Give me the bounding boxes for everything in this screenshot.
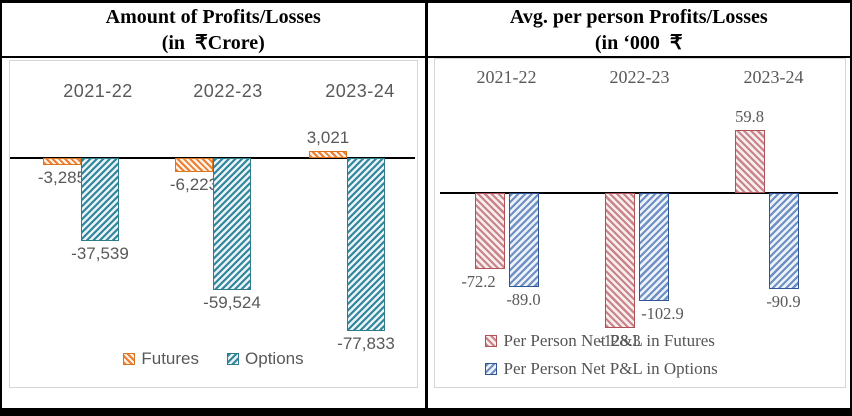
right-chart-title: Avg. per person Profits/Losses (in ‘000 … xyxy=(427,3,850,58)
bar-per-person-net-p-l-in-options-2023-24 xyxy=(768,193,799,289)
value-label-per-person-net-p-l-in-options-2022-23: -102.9 xyxy=(641,304,684,323)
value-label-per-person-net-p-l-in-futures-2023-24: 59.8 xyxy=(735,107,764,126)
bar-per-person-net-p-l-in-futures-2023-24 xyxy=(734,130,765,193)
right-title-line1: Avg. per person Profits/Losses xyxy=(509,5,768,28)
category-label-2023-24: 2023-24 xyxy=(743,67,804,87)
right-title-line2: (in ‘000 ₹ xyxy=(594,31,683,54)
legend-item-per-person-options: Per Person Net P&L in Options xyxy=(484,359,718,379)
value-label-options-2021-22: -37,539 xyxy=(71,244,129,263)
left-title-line1: Amount of Profits/Losses xyxy=(105,5,321,28)
bar-futures-2023-24 xyxy=(309,151,347,158)
futures-swatch-icon xyxy=(123,353,136,365)
value-label-per-person-net-p-l-in-futures-2022-23: -128.3 xyxy=(598,331,641,350)
value-label-per-person-net-p-l-in-futures-2021-22: -72.2 xyxy=(461,272,496,291)
left-chart-plot-area: Futures Options 2021-22 2022-23 2023-24 -3,… xyxy=(9,60,418,388)
bar-options-2023-24 xyxy=(347,158,385,331)
futures-legend-label: Futures xyxy=(141,349,200,368)
per-person-options-legend-label: Per Person Net P&L in Options xyxy=(503,359,718,378)
value-label-futures-2023-24: 3,021 xyxy=(306,128,350,147)
options-swatch-icon xyxy=(484,363,497,375)
right-chart-plot-area: Per Person Net P&L in Futures Per Person… xyxy=(433,58,846,388)
legend-item-options: Options xyxy=(227,349,304,369)
left-chart-title: Amount of Profits/Losses (in ₹Crore) xyxy=(2,3,425,58)
category-label-2022-23: 2022-23 xyxy=(609,67,670,87)
bar-per-person-net-p-l-in-futures-2022-23 xyxy=(604,193,635,328)
category-label-2021-22: 2021-22 xyxy=(63,81,133,101)
right-chart-legend: Per Person Net P&L in Futures Per Person… xyxy=(484,331,718,387)
bar-futures-2021-22 xyxy=(43,158,81,165)
left-chart-legend: Futures Options xyxy=(10,349,417,369)
value-label-options-2023-24: -77,833 xyxy=(337,334,395,353)
bar-per-person-net-p-l-in-options-2022-23 xyxy=(638,193,669,301)
left-title-line2: (in ₹Crore) xyxy=(161,31,265,54)
value-label-per-person-net-p-l-in-options-2021-22: -89.0 xyxy=(506,290,541,309)
legend-item-per-person-futures: Per Person Net P&L in Futures xyxy=(484,331,718,351)
bar-options-2021-22 xyxy=(81,158,119,241)
legend-item-futures: Futures xyxy=(123,349,199,369)
category-label-2023-24: 2023-24 xyxy=(325,81,395,101)
value-label-options-2022-23: -59,524 xyxy=(203,293,261,312)
bar-options-2022-23 xyxy=(213,158,251,290)
per-person-futures-legend-label: Per Person Net P&L in Futures xyxy=(503,331,715,350)
category-label-2022-23: 2022-23 xyxy=(193,81,263,101)
value-label-futures-2022-23: -6,223 xyxy=(169,175,219,194)
bar-per-person-net-p-l-in-options-2021-22 xyxy=(508,193,539,287)
value-label-futures-2021-22: -3,285 xyxy=(37,168,87,187)
value-label-per-person-net-p-l-in-options-2023-24: -90.9 xyxy=(766,292,801,311)
bar-futures-2022-23 xyxy=(175,158,213,172)
options-swatch-icon xyxy=(227,353,240,365)
options-legend-label: Options xyxy=(245,349,304,368)
left-panel: Amount of Profits/Losses (in ₹Crore) Fut… xyxy=(2,3,428,408)
futures-swatch-icon xyxy=(484,335,497,347)
right-panel: Avg. per person Profits/Losses (in ‘000 … xyxy=(427,3,850,408)
category-label-2021-22: 2021-22 xyxy=(476,67,537,87)
bar-per-person-net-p-l-in-futures-2021-22 xyxy=(474,193,505,269)
